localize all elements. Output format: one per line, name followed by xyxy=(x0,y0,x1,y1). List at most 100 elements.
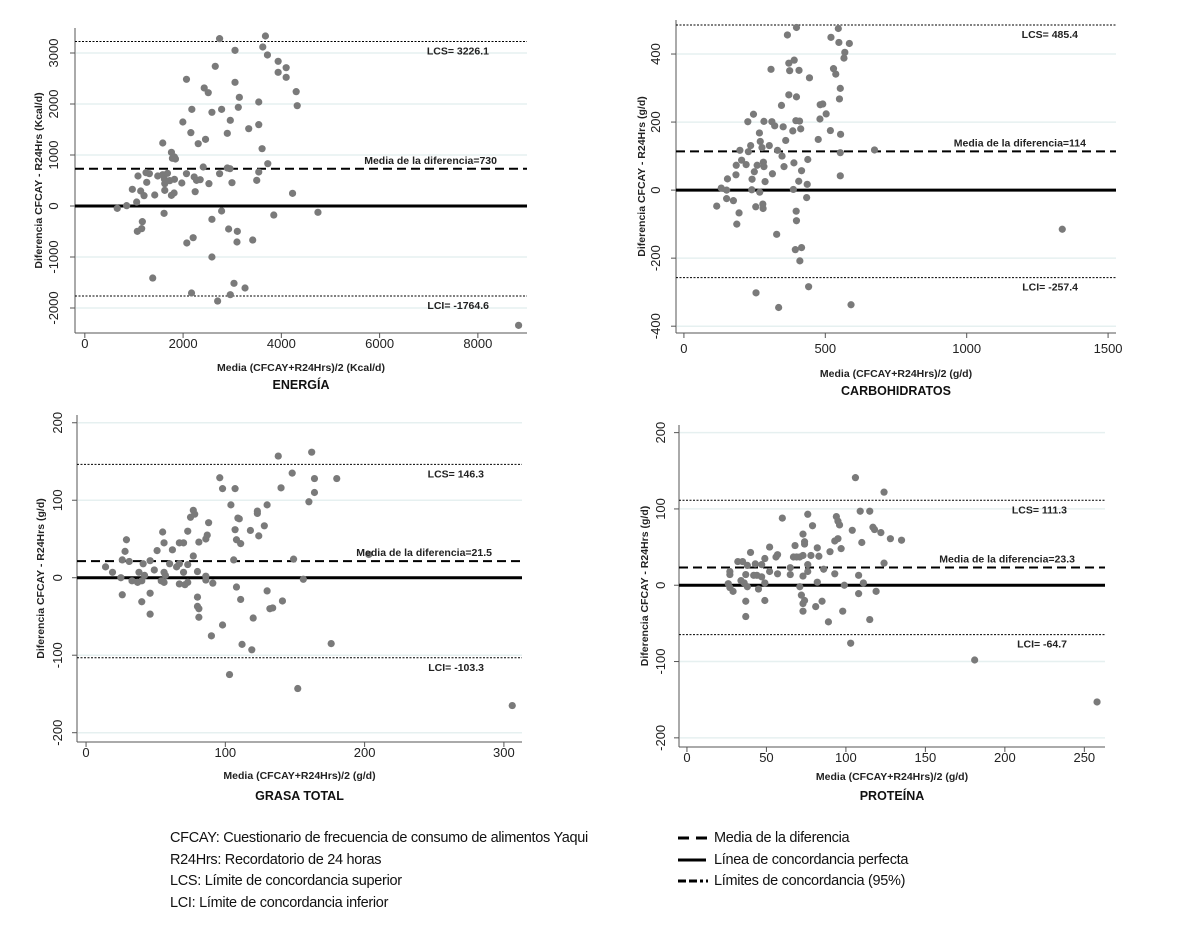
mean-label: Media de la diferencia=21.5 xyxy=(356,547,492,559)
y-tick-label: 3000 xyxy=(46,39,61,68)
data-point xyxy=(723,195,731,203)
data-point xyxy=(160,539,168,547)
mean-label: Media de la diferencia=730 xyxy=(364,155,497,167)
data-point xyxy=(744,118,752,126)
x-tick-label: 2000 xyxy=(169,336,198,351)
data-point xyxy=(146,589,154,597)
panel-title: PROTEÍNA xyxy=(860,788,925,803)
data-point xyxy=(858,538,866,547)
data-point xyxy=(201,135,210,143)
data-point xyxy=(790,56,798,64)
data-point xyxy=(218,621,227,629)
data-point xyxy=(755,129,764,137)
data-point xyxy=(761,178,769,186)
data-point xyxy=(125,557,133,566)
data-point xyxy=(807,551,815,560)
data-point xyxy=(101,563,110,571)
data-point xyxy=(837,545,845,553)
data-point xyxy=(797,591,805,599)
data-point xyxy=(713,202,721,210)
data-point xyxy=(195,605,203,613)
data-point xyxy=(800,540,809,548)
y-tick-label: 1000 xyxy=(46,141,61,170)
data-point xyxy=(293,102,301,110)
data-point xyxy=(159,528,167,536)
x-tick-label: 200 xyxy=(994,750,1016,765)
data-point xyxy=(218,485,227,493)
data-point xyxy=(139,560,147,568)
data-point xyxy=(744,148,752,156)
data-point xyxy=(772,553,780,561)
data-point xyxy=(288,469,296,477)
data-point xyxy=(255,532,263,540)
y-tick-label: 100 xyxy=(50,489,65,511)
panel-carbohidratos: 0 500 1000 1500 -400 -200 0 200 400 LCS= 485.4 Med… xyxy=(636,20,1123,398)
data-point xyxy=(797,167,806,175)
data-point xyxy=(773,230,781,238)
data-point xyxy=(756,188,764,196)
data-point xyxy=(886,535,895,543)
data-point xyxy=(133,198,141,206)
data-point xyxy=(149,274,157,282)
data-point xyxy=(282,64,290,72)
data-point xyxy=(797,125,805,133)
data-point xyxy=(866,615,874,624)
data-point xyxy=(808,522,817,530)
data-point xyxy=(123,202,131,210)
data-point xyxy=(299,575,307,583)
data-point xyxy=(160,578,168,586)
data-point xyxy=(163,169,172,177)
data-point xyxy=(365,550,373,559)
legend-key-zero: Línea de concordancia perfecta xyxy=(676,850,908,872)
data-point xyxy=(333,474,341,483)
y-tick-label: 100 xyxy=(653,498,668,520)
data-point xyxy=(748,186,756,194)
data-point xyxy=(855,571,863,579)
data-point xyxy=(172,563,181,571)
data-point xyxy=(729,587,737,595)
data-point xyxy=(231,526,239,534)
data-point xyxy=(508,701,516,710)
data-point xyxy=(261,32,270,40)
data-point xyxy=(859,579,867,587)
data-point xyxy=(804,567,812,576)
x-tick-label: 50 xyxy=(759,750,773,765)
data-point xyxy=(742,570,750,579)
data-point xyxy=(848,526,856,534)
data-point xyxy=(768,170,777,178)
data-point xyxy=(260,522,268,530)
data-point xyxy=(826,548,834,556)
data-point xyxy=(161,186,169,194)
x-tick-label: 150 xyxy=(915,750,937,765)
data-point xyxy=(790,159,798,167)
data-point xyxy=(202,535,210,543)
lci-label: LCI= -103.3 xyxy=(428,662,484,674)
data-point xyxy=(783,31,792,39)
data-point xyxy=(179,118,187,126)
data-point xyxy=(733,220,741,228)
data-point xyxy=(786,67,794,75)
data-point xyxy=(754,585,763,593)
data-point xyxy=(795,66,803,74)
data-point xyxy=(153,547,161,555)
data-point xyxy=(255,168,263,176)
panel-proteína: 0 50 100 150 200 250 -200 -100 0 100 200 LCS= 111.3… xyxy=(639,422,1105,803)
data-point xyxy=(836,84,844,92)
lcs-label: LCS= 3226.1 xyxy=(427,45,489,57)
data-point xyxy=(799,572,807,580)
y-tick-label: -200 xyxy=(648,245,663,271)
data-point xyxy=(743,561,751,569)
data-point xyxy=(767,65,775,73)
data-point xyxy=(723,186,731,194)
data-point xyxy=(161,571,170,580)
data-point xyxy=(836,149,844,157)
data-point xyxy=(138,598,146,606)
data-point xyxy=(274,57,282,65)
data-point xyxy=(178,179,186,187)
data-point xyxy=(167,191,176,199)
data-point xyxy=(743,583,751,591)
data-point xyxy=(752,289,760,297)
x-tick-label: 0 xyxy=(82,745,89,760)
data-point xyxy=(145,170,153,178)
mean-label: Media de la diferencia=114 xyxy=(954,137,1086,149)
